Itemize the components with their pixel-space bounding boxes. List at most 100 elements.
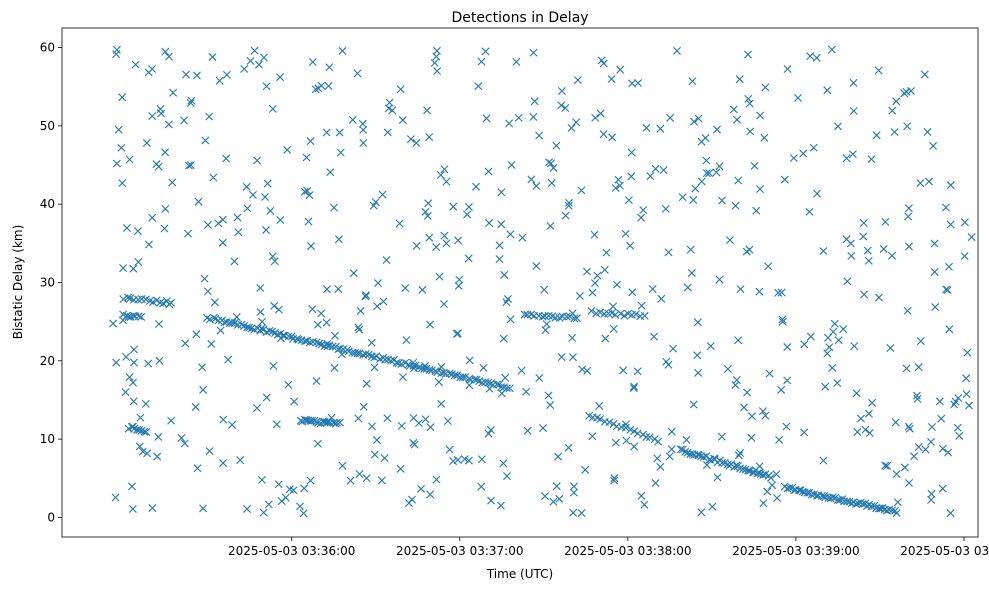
track-point bbox=[314, 418, 323, 427]
detection-point bbox=[182, 70, 191, 79]
detection-point bbox=[813, 189, 822, 198]
detection-point bbox=[325, 63, 334, 72]
detection-point bbox=[748, 412, 756, 421]
detection-point bbox=[577, 186, 586, 195]
detection-point bbox=[746, 127, 755, 136]
track-point bbox=[335, 418, 344, 427]
track-point bbox=[245, 323, 254, 332]
y-tick-label: 60 bbox=[40, 41, 55, 55]
detection-point bbox=[874, 293, 883, 302]
detection-point bbox=[578, 365, 587, 374]
detection-point bbox=[355, 325, 364, 334]
detection-point bbox=[160, 224, 169, 233]
detection-point bbox=[633, 367, 642, 376]
detection-point bbox=[313, 439, 322, 448]
track-point bbox=[119, 295, 128, 304]
detection-point bbox=[250, 46, 259, 55]
detection-point bbox=[198, 363, 207, 372]
detection-point bbox=[712, 168, 721, 177]
detection-point bbox=[608, 133, 617, 142]
detection-point bbox=[496, 501, 505, 510]
detection-point bbox=[449, 457, 458, 466]
track-point bbox=[645, 433, 654, 442]
detection-point bbox=[299, 509, 308, 518]
detection-point bbox=[228, 420, 237, 429]
detection-point bbox=[694, 114, 703, 123]
detection-point bbox=[567, 124, 576, 133]
detection-point bbox=[148, 213, 157, 222]
detection-point bbox=[426, 423, 435, 432]
detection-point bbox=[829, 327, 838, 336]
detection-point bbox=[472, 182, 481, 191]
detection-point bbox=[168, 178, 177, 187]
detection-point bbox=[495, 255, 504, 264]
detection-point bbox=[449, 202, 458, 211]
detection-point bbox=[935, 397, 944, 406]
detection-point bbox=[683, 283, 692, 292]
detection-point bbox=[964, 401, 973, 410]
detection-point bbox=[902, 87, 911, 96]
detection-point bbox=[143, 449, 152, 458]
detection-point bbox=[731, 201, 740, 210]
detection-point bbox=[778, 315, 787, 324]
detection-point bbox=[953, 423, 962, 432]
track-point bbox=[699, 453, 708, 462]
detection-point bbox=[262, 393, 271, 402]
detection-point bbox=[828, 363, 837, 372]
detection-point bbox=[860, 290, 869, 299]
detection-point bbox=[268, 104, 277, 113]
detection-point bbox=[330, 363, 339, 372]
track-point bbox=[867, 502, 876, 511]
detection-point bbox=[552, 141, 561, 150]
detection-point bbox=[905, 479, 914, 487]
detection-point bbox=[626, 241, 635, 250]
detection-point bbox=[455, 275, 464, 284]
detection-point bbox=[442, 239, 451, 248]
track-point bbox=[520, 310, 529, 319]
detection-point bbox=[378, 190, 387, 199]
detection-point bbox=[369, 201, 378, 210]
detection-point bbox=[161, 47, 170, 56]
track-point bbox=[414, 363, 423, 372]
detection-point bbox=[697, 177, 706, 186]
detection-point bbox=[735, 75, 744, 84]
detection-point bbox=[479, 363, 488, 372]
detection-point bbox=[872, 131, 881, 140]
detection-point bbox=[903, 306, 912, 315]
detection-point bbox=[497, 220, 506, 229]
detection-point bbox=[215, 76, 224, 85]
x-tick-label: 2025-05-03 03:38:00 bbox=[564, 544, 691, 558]
detection-point bbox=[745, 245, 754, 254]
x-axis-label: Time (UTC) bbox=[486, 567, 553, 581]
detection-point bbox=[464, 254, 473, 263]
detection-point bbox=[501, 373, 510, 382]
track-point bbox=[142, 427, 151, 436]
detection-point bbox=[744, 94, 753, 103]
detection-point bbox=[611, 184, 620, 193]
detection-point bbox=[930, 239, 939, 248]
detection-point bbox=[404, 499, 413, 508]
detection-point bbox=[199, 385, 208, 394]
detection-point bbox=[112, 45, 121, 54]
detection-point bbox=[482, 114, 491, 123]
detection-point bbox=[111, 493, 120, 502]
detection-point bbox=[523, 426, 532, 435]
detection-point bbox=[184, 229, 193, 238]
detection-point bbox=[640, 500, 649, 509]
y-tick-label: 0 bbox=[47, 510, 55, 524]
detection-point bbox=[268, 252, 277, 261]
detection-point bbox=[701, 133, 710, 142]
detection-point bbox=[112, 159, 121, 168]
detection-point bbox=[388, 106, 397, 115]
detection-point bbox=[290, 397, 299, 406]
detection-point bbox=[852, 389, 861, 398]
detection-point bbox=[930, 267, 939, 276]
detection-point bbox=[758, 407, 767, 416]
detection-point bbox=[657, 294, 666, 303]
track-point bbox=[328, 342, 337, 351]
detection-point bbox=[800, 428, 809, 437]
detection-point bbox=[629, 384, 638, 393]
detection-point bbox=[756, 111, 765, 120]
detection-point bbox=[752, 206, 761, 215]
detection-point bbox=[218, 238, 227, 247]
